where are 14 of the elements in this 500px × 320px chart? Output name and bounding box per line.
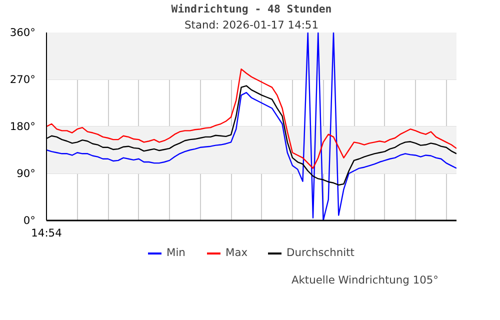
y-tick-label: 270° bbox=[10, 73, 36, 86]
legend-label: Max bbox=[226, 246, 248, 259]
line-series bbox=[46, 32, 456, 220]
legend-label: Min bbox=[166, 246, 186, 259]
y-tick-label: 0° bbox=[23, 214, 36, 227]
y-tick-label: 90° bbox=[16, 167, 36, 180]
text: 14:54 bbox=[31, 226, 62, 240]
text: Aktuelle Windrichtung 105° bbox=[291, 274, 439, 286]
legend-label: Durchschnitt bbox=[286, 246, 354, 259]
chart-subtitle: Stand: 2026-01-17 14:51 bbox=[184, 18, 319, 32]
y-tick-label: 360° bbox=[10, 26, 36, 39]
line-series bbox=[46, 68, 456, 169]
y-tick-label: 180° bbox=[10, 120, 36, 133]
chart-title: Windrichtung - 48 Stunden bbox=[171, 2, 332, 16]
